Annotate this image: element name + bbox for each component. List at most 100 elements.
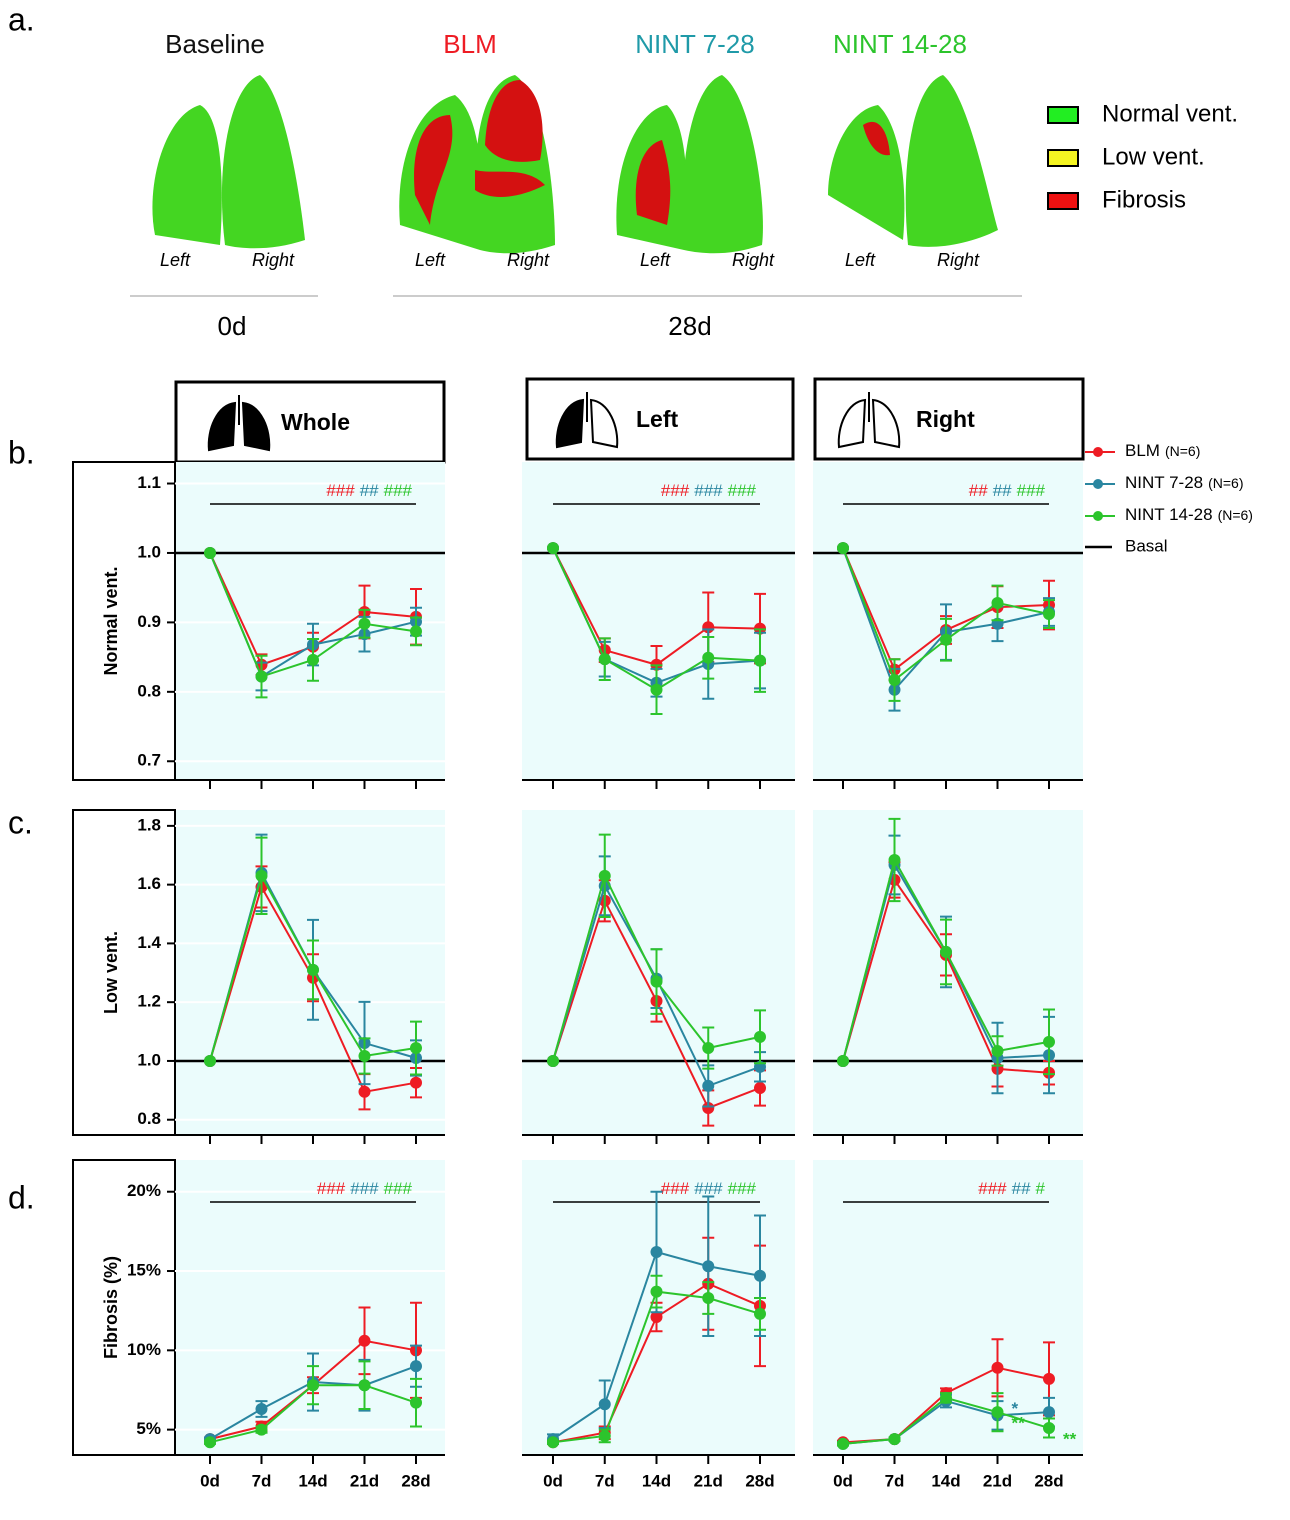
x-tick-label: 7d <box>885 1471 905 1490</box>
data-point <box>702 1292 714 1304</box>
y-axis-title: Normal vent. <box>101 566 121 675</box>
significance-mark: ### <box>694 481 723 500</box>
x-tick-label: 0d <box>200 1471 220 1490</box>
y-axis-title: Fibrosis (%) <box>101 1256 121 1359</box>
panel-label: c. <box>8 804 33 840</box>
significance-mark: ### <box>326 481 355 500</box>
y-tick-label: 15% <box>127 1261 161 1280</box>
data-point <box>1043 1406 1055 1418</box>
legend-swatch <box>1048 150 1078 166</box>
panel-label: b. <box>8 434 35 470</box>
legend-label: BLM (N=6) <box>1125 441 1200 460</box>
data-point <box>940 634 952 646</box>
data-point <box>837 1438 849 1450</box>
header-labels: Whole Left Right <box>281 406 975 435</box>
significance-mark: ## <box>1012 1179 1031 1198</box>
significance-group: ######### <box>661 481 757 500</box>
data-point <box>651 1286 663 1298</box>
x-tick-label: 7d <box>252 1471 272 1490</box>
significance-group: ###### <box>978 1179 1045 1198</box>
legend-label: Basal <box>1125 536 1168 555</box>
side-label: Left <box>415 250 446 270</box>
x-tick-label: 14d <box>642 1471 671 1490</box>
legend-label: NINT 7-28(N=6) <box>1125 473 1244 492</box>
legend-marker <box>1093 447 1103 457</box>
lung-renders <box>152 75 998 253</box>
data-point <box>256 1424 268 1436</box>
significance-mark: ### <box>661 481 690 500</box>
header: Whole <box>281 409 350 435</box>
data-point <box>547 1055 559 1067</box>
group-title: BLM <box>443 29 496 59</box>
ylabel-frame <box>73 1160 175 1455</box>
data-point <box>651 684 663 696</box>
data-point <box>754 1308 766 1320</box>
data-point <box>410 625 422 637</box>
x-tick-label: 21d <box>694 1471 723 1490</box>
legend-label: Low vent. <box>1102 143 1205 170</box>
y-tick-label: 5% <box>136 1419 161 1438</box>
side-label: Right <box>732 250 775 270</box>
side-label: Right <box>507 250 550 270</box>
header: Left <box>636 406 679 432</box>
significance-mark: ## <box>360 481 379 500</box>
data-point <box>599 653 611 665</box>
data-point <box>256 671 268 683</box>
data-point <box>837 1055 849 1067</box>
data-point <box>1043 1036 1055 1048</box>
plot-background <box>813 1160 1083 1455</box>
data-point <box>992 1045 1004 1057</box>
data-point <box>992 597 1004 609</box>
significance-mark: ## <box>993 481 1012 500</box>
data-point <box>940 946 952 958</box>
panel-label: a. <box>8 1 35 37</box>
header: Right <box>916 406 975 432</box>
significance-mark: ### <box>728 481 757 500</box>
data-point <box>547 542 559 554</box>
legend-label: NINT 14-28(N=6) <box>1125 505 1253 524</box>
significance-mark: ### <box>1017 481 1046 500</box>
data-point <box>410 1077 422 1089</box>
y-tick-label: 1.1 <box>137 473 161 492</box>
data-point <box>889 674 901 686</box>
data-point <box>359 1379 371 1391</box>
data-point <box>889 1433 901 1445</box>
data-point <box>307 1379 319 1391</box>
data-point <box>410 1042 422 1054</box>
y-axis-title: Low vent. <box>101 931 121 1014</box>
y-tick-label: 1.0 <box>137 542 161 561</box>
ylabel-frame <box>73 810 175 1135</box>
significance-group: ######### <box>317 1179 413 1198</box>
x-tick-label: 21d <box>983 1471 1012 1490</box>
significance-mark: # <box>1036 1179 1046 1198</box>
y-tick-label: 0.9 <box>137 612 161 631</box>
y-tick-label: 20% <box>127 1181 161 1200</box>
x-tick-label: 28d <box>1034 1471 1063 1490</box>
legend-n: (N=6) <box>1165 443 1200 459</box>
significance-mark: ### <box>350 1179 379 1198</box>
side-label: Left <box>640 250 671 270</box>
side-label: Left <box>160 250 191 270</box>
legend-name: BLM <box>1125 441 1160 460</box>
legend-marker <box>1093 511 1103 521</box>
data-point <box>889 854 901 866</box>
data-point <box>940 1392 952 1404</box>
legend-swatch <box>1048 193 1078 209</box>
data-point <box>754 655 766 667</box>
data-point <box>547 1436 559 1448</box>
data-point <box>702 1080 714 1092</box>
data-point <box>256 1403 268 1415</box>
data-point <box>1043 1373 1055 1385</box>
figure: Whole Left Right a. b. c. d. 0d 28d Base… <box>0 0 1290 1520</box>
data-point <box>837 542 849 554</box>
data-point <box>256 870 268 882</box>
data-point <box>599 1430 611 1442</box>
y-tick-label: 0.8 <box>137 681 161 700</box>
data-point <box>359 618 371 630</box>
x-tick-label: 21d <box>350 1471 379 1490</box>
panel-label: d. <box>8 1179 35 1215</box>
significance-mark: ## <box>969 481 988 500</box>
data-point <box>651 1246 663 1258</box>
x-tick-label: 14d <box>931 1471 960 1490</box>
y-tick-label: 0.8 <box>137 1109 161 1128</box>
